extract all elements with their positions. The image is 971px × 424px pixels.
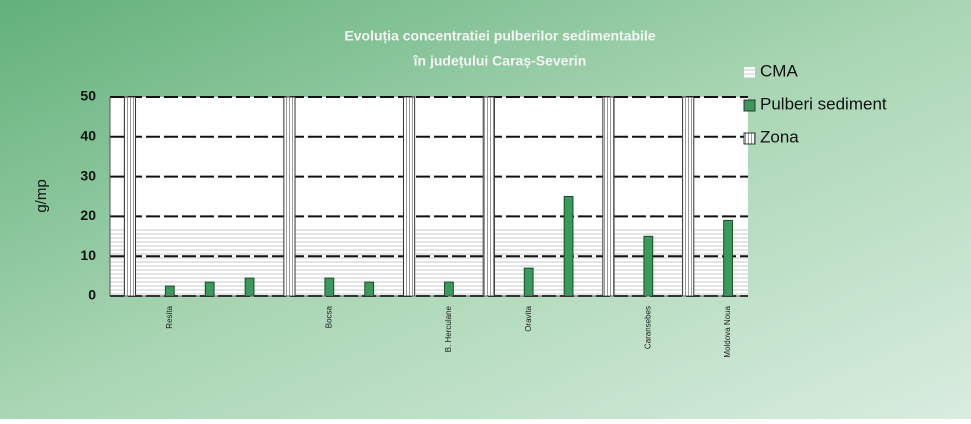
- bar: [283, 96, 296, 297]
- bar: [643, 235, 654, 297]
- y-tick-label: 20: [80, 207, 96, 223]
- bar: [523, 267, 534, 297]
- x-tick-label: Caransebes: [643, 306, 652, 349]
- bar: [482, 96, 495, 297]
- bar: [123, 96, 137, 297]
- x-tick-label: Resita: [165, 305, 174, 328]
- bar: [164, 285, 175, 297]
- y-tick-label: 30: [80, 167, 96, 183]
- legend-swatch: [744, 67, 755, 78]
- x-tick-label: Moldova Noua: [723, 305, 732, 357]
- legend-label: Pulberi sediment: [760, 94, 887, 113]
- y-axis-label: g/mp: [33, 179, 50, 212]
- y-tick-label: 40: [80, 128, 96, 144]
- x-tick-label: Bocsa: [324, 305, 333, 328]
- bar: [402, 96, 416, 297]
- bar: [563, 196, 574, 297]
- bar: [364, 281, 375, 297]
- chart-title: Evoluția concentratiei pulberilor sedime…: [344, 28, 655, 44]
- y-tick-label: 10: [80, 247, 96, 263]
- chart-subtitle: în județului Caraș-Severin: [413, 53, 587, 69]
- bar: [723, 219, 733, 297]
- bar: [149, 228, 190, 296]
- y-tick-label: 50: [80, 88, 96, 104]
- bar: [244, 277, 255, 297]
- x-tick-label: B. Herculane: [444, 305, 453, 352]
- bar: [602, 96, 615, 297]
- x-tick-label: Oravita: [524, 305, 533, 331]
- bar: [444, 281, 454, 297]
- bar: [682, 96, 695, 297]
- bar: [324, 277, 335, 297]
- y-tick-label: 0: [88, 287, 96, 303]
- legend-swatch: [743, 99, 756, 112]
- legend-label: Zona: [760, 127, 799, 146]
- bar: [204, 281, 215, 297]
- legend-swatch: [743, 132, 756, 145]
- legend-label: CMA: [760, 61, 798, 80]
